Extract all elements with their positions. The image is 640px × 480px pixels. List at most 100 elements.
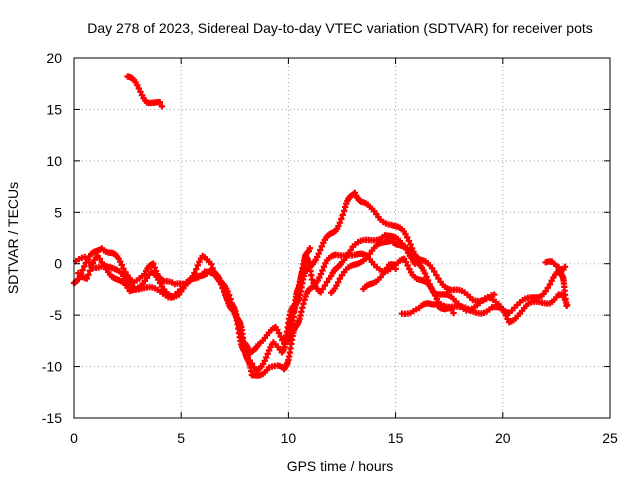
data-point — [433, 271, 440, 279]
data-point — [404, 262, 411, 269]
data-point — [217, 280, 225, 288]
x-tick-label: 15 — [388, 430, 404, 446]
data-point — [450, 309, 457, 317]
data-point — [381, 268, 389, 275]
data-point — [264, 350, 271, 358]
data-point — [424, 277, 432, 284]
data-point — [263, 354, 270, 361]
data-point — [118, 261, 125, 269]
data-point — [345, 250, 352, 258]
data-point — [335, 222, 342, 230]
y-axis-title: SDTVAR / TECUs — [5, 182, 21, 294]
data-point — [403, 234, 411, 241]
x-tick-label: 0 — [70, 430, 78, 446]
data-point — [402, 230, 409, 238]
data-point — [216, 277, 223, 284]
data-point — [319, 267, 326, 274]
data-point — [548, 277, 555, 284]
data-point — [334, 279, 342, 286]
data-point — [100, 262, 108, 270]
y-tick-label: 15 — [46, 101, 62, 117]
data-point — [83, 275, 91, 282]
data-point — [316, 274, 323, 281]
data-point — [208, 261, 215, 268]
data-series — [70, 73, 571, 379]
data-point — [338, 215, 345, 223]
data-point — [158, 103, 166, 110]
x-tick-label: 5 — [177, 430, 185, 446]
series-track-a — [124, 73, 166, 110]
data-point — [248, 360, 256, 367]
data-point — [219, 284, 226, 292]
data-point — [323, 278, 331, 286]
x-tick-labels: 0 5 10 15 20 25 — [70, 430, 618, 446]
data-point — [122, 269, 129, 276]
data-point — [317, 270, 325, 278]
data-point — [155, 276, 162, 283]
data-point — [563, 301, 571, 309]
data-point — [315, 250, 322, 257]
data-point — [409, 255, 416, 262]
data-point — [86, 267, 94, 274]
x-tick-label: 25 — [602, 430, 618, 446]
data-point — [261, 357, 269, 365]
y-tick-label: 10 — [46, 153, 62, 169]
data-point — [423, 273, 430, 281]
data-point — [546, 281, 554, 288]
data-point — [250, 363, 258, 371]
data-point — [220, 288, 228, 295]
data-point — [392, 265, 399, 273]
data-point — [150, 260, 157, 267]
data-point — [343, 253, 350, 261]
data-point — [390, 261, 397, 268]
x-tick-label: 10 — [281, 430, 297, 446]
y-tick-label: 5 — [54, 204, 62, 220]
data-point — [402, 258, 410, 266]
data-point — [542, 287, 549, 295]
x-tick-label: 20 — [495, 430, 511, 446]
data-point — [421, 270, 429, 277]
series-track-h — [398, 300, 457, 318]
data-point — [124, 284, 131, 291]
data-point — [96, 255, 103, 263]
data-point — [306, 245, 314, 252]
data-point — [317, 246, 324, 254]
data-point — [120, 265, 127, 272]
data-point — [194, 262, 202, 269]
data-point — [336, 275, 344, 282]
data-point — [274, 326, 281, 334]
y-tick-labels: -15 -10 -5 0 5 10 15 20 — [42, 50, 62, 426]
data-point — [448, 305, 455, 312]
series-track-g — [360, 261, 399, 293]
data-point — [156, 279, 164, 287]
data-point — [435, 275, 442, 282]
data-point — [407, 241, 414, 248]
data-point — [321, 282, 329, 289]
series-track-f — [328, 237, 419, 296]
y-tick-label: -5 — [50, 307, 63, 323]
data-point — [275, 329, 283, 337]
data-point — [405, 237, 413, 245]
data-point — [430, 268, 438, 275]
data-point — [85, 271, 92, 278]
data-point — [491, 291, 498, 298]
y-tick-label: -10 — [42, 359, 62, 375]
data-point — [406, 265, 413, 273]
data-point — [135, 85, 143, 92]
data-point — [313, 253, 321, 261]
data-point — [81, 263, 88, 270]
data-point — [544, 284, 552, 292]
data-point — [193, 266, 200, 273]
data-point — [98, 259, 106, 266]
data-point — [88, 263, 95, 270]
x-axis-title: GPS time / hours — [287, 458, 394, 474]
y-tick-label: 0 — [54, 256, 62, 272]
data-point — [156, 98, 163, 106]
y-tick-label: -15 — [42, 410, 62, 426]
series-track-e — [285, 245, 314, 345]
series-track-i — [542, 258, 571, 309]
data-point — [426, 281, 433, 288]
data-point — [428, 265, 436, 272]
